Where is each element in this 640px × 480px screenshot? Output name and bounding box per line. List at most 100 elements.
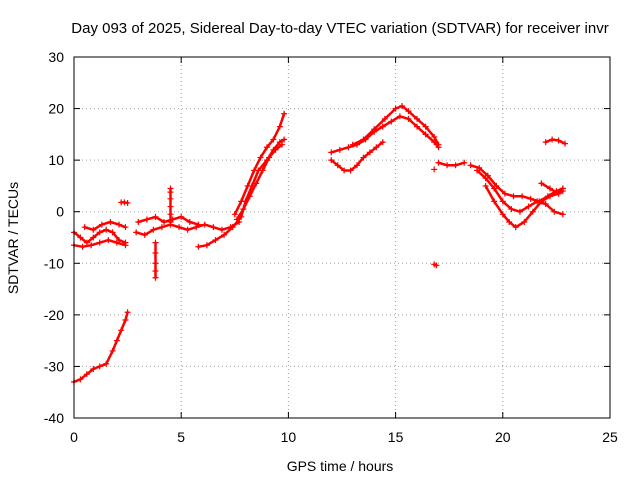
data-point	[124, 309, 131, 316]
data-point	[392, 105, 399, 112]
series-arc-3	[71, 237, 129, 250]
data-point	[210, 224, 217, 231]
data-point	[461, 159, 468, 166]
data-point	[122, 224, 129, 231]
y-tick-label: -10	[44, 255, 64, 271]
data-point	[388, 118, 395, 125]
series-arc-19	[467, 162, 566, 205]
data-point	[96, 229, 103, 236]
data-point	[186, 219, 193, 226]
data-point	[521, 219, 528, 226]
data-point	[555, 190, 562, 197]
data-point	[360, 136, 367, 143]
data-point	[135, 219, 142, 226]
data-point	[201, 221, 208, 228]
data-point	[512, 224, 519, 231]
data-point	[167, 185, 174, 192]
data-point	[83, 371, 90, 378]
data-point	[482, 182, 489, 189]
data-point	[491, 185, 498, 192]
data-point	[431, 166, 438, 173]
data-point	[525, 203, 532, 210]
data-point	[184, 226, 191, 233]
data-point	[519, 193, 526, 200]
data-point	[278, 141, 285, 148]
data-point	[88, 242, 95, 249]
data-point	[158, 224, 165, 231]
data-point	[508, 206, 515, 213]
data-point	[113, 337, 120, 344]
data-point	[107, 219, 114, 226]
data-point	[529, 208, 536, 215]
data-point	[527, 195, 534, 202]
data-point	[141, 231, 148, 238]
data-point	[549, 136, 556, 143]
data-point	[371, 126, 378, 133]
data-point	[542, 139, 549, 146]
data-point	[240, 206, 247, 213]
data-point	[212, 237, 219, 244]
data-point	[167, 219, 174, 226]
data-point	[218, 226, 225, 233]
series-arc-15	[349, 102, 442, 148]
data-point	[167, 211, 174, 218]
data-point	[422, 131, 429, 138]
data-point	[83, 239, 90, 246]
data-point	[546, 193, 553, 200]
data-point	[109, 229, 116, 236]
data-point	[77, 376, 84, 383]
data-point	[90, 234, 97, 241]
data-point	[467, 162, 474, 169]
data-point	[98, 221, 105, 228]
data-point	[90, 366, 97, 373]
data-point	[244, 182, 251, 189]
data-point	[79, 243, 86, 250]
data-point	[555, 137, 562, 144]
series-arc-22	[538, 180, 566, 197]
data-point	[103, 226, 110, 233]
data-point	[551, 208, 558, 215]
data-point	[152, 274, 159, 281]
data-point	[259, 167, 266, 174]
data-point	[499, 211, 506, 218]
data-point	[542, 200, 549, 207]
data-point	[474, 167, 481, 174]
y-axis-label: SDTVAR / TECUs	[5, 182, 21, 294]
data-point	[122, 317, 129, 324]
data-point	[195, 243, 202, 250]
y-tick-label: 10	[48, 152, 64, 168]
data-point	[347, 167, 354, 174]
series-trace	[235, 143, 284, 221]
series-trace	[544, 138, 567, 145]
data-point	[422, 123, 429, 130]
data-point	[281, 136, 288, 143]
series-arc-7	[135, 213, 202, 228]
data-point	[414, 115, 421, 122]
data-point	[176, 224, 183, 231]
data-point	[233, 216, 240, 223]
data-point	[203, 242, 210, 249]
data-point	[152, 239, 159, 246]
series-arc-18	[435, 159, 468, 169]
series-arc-6	[133, 219, 243, 238]
data-point	[105, 237, 112, 244]
data-point	[334, 162, 341, 169]
data-point	[116, 221, 123, 228]
y-tick-label: -30	[44, 358, 64, 374]
data-point	[81, 224, 88, 231]
data-point	[561, 140, 568, 147]
series-arc-20	[474, 167, 566, 218]
x-tick-label: 25	[602, 429, 618, 445]
data-point	[491, 198, 498, 205]
x-tick-label: 15	[388, 429, 404, 445]
grid-lines	[74, 57, 610, 418]
data-point	[431, 133, 438, 140]
data-point	[178, 213, 185, 220]
series-arc-4	[81, 219, 129, 233]
data-point	[152, 260, 159, 267]
x-tick-label: 10	[281, 429, 297, 445]
data-point	[360, 154, 367, 161]
series-arc-1	[71, 309, 131, 385]
chart-title: Day 093 of 2025, Sidereal Day-to-day VTE…	[71, 20, 608, 37]
data-point	[499, 198, 506, 205]
